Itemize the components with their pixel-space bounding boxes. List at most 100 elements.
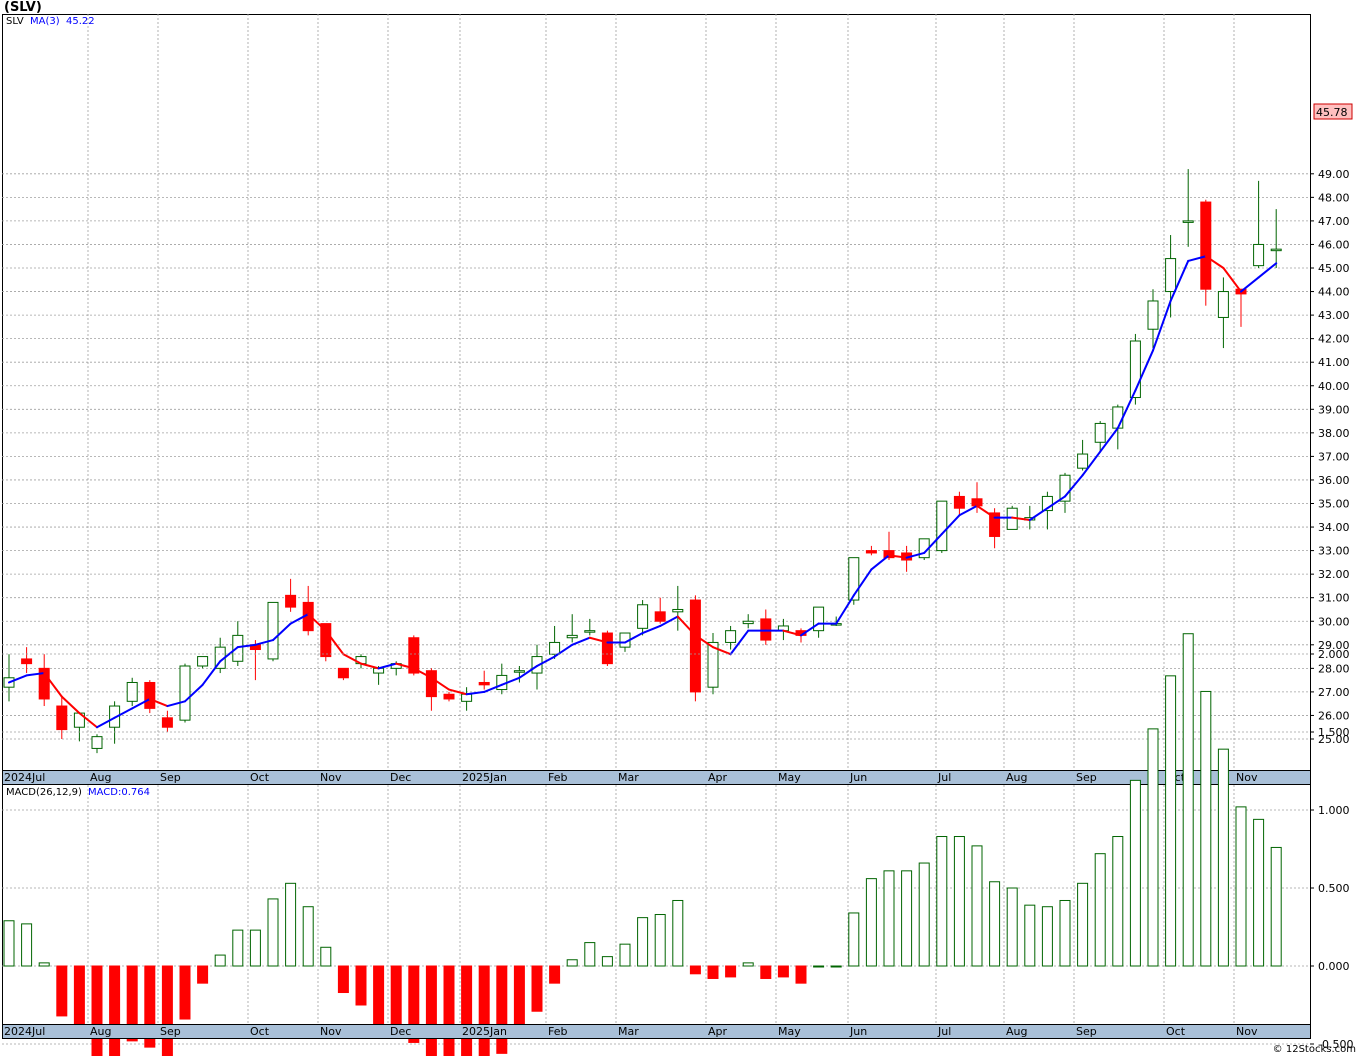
ma-segment [43,672,63,698]
macd-bar [1217,748,1229,967]
ma-segment [1064,474,1084,498]
ma-segment [395,662,415,670]
price-y-tick-label: 27.00 [1318,686,1350,699]
macd-bar [689,965,701,975]
macd-bar [1112,836,1124,967]
macd-bar [531,965,543,1012]
macd-bar [56,965,68,1017]
candle-body [953,495,965,509]
x-tick-label: Jul [937,771,951,784]
macd-bar [654,914,666,967]
x-tick-label: Aug [1006,1025,1027,1038]
ma-segment [8,674,28,684]
macd-bar [478,965,490,1056]
x-tick-label: Sep [160,1025,181,1038]
macd-bar [1165,675,1177,967]
macd-bar [337,965,349,994]
x-tick-label: Dec [390,1025,411,1038]
ma-segment [254,639,274,646]
macd-bar [953,836,965,967]
ma-segment [113,707,134,719]
macd-bar [126,965,138,1042]
macd-bar [1041,906,1053,967]
macd-bar [848,912,860,967]
candle-body [654,611,666,622]
x-tick-label: Sep [160,771,181,784]
last-price-tag-box [1313,103,1353,120]
macd-panel [2,784,1311,1025]
ma-segment [324,629,345,656]
ma-segment [1204,255,1225,269]
ma-segment [184,683,204,703]
macd-bar [443,965,455,1056]
candle-body [971,498,983,507]
macd-y-axis: -0.500 0.000 0.500 1.000 1.500 2.000 [1310,648,1353,1051]
x-tick-label: Nov [1236,1025,1258,1038]
ma-segment [905,551,926,559]
macd-bar [425,965,437,1056]
ma-segment [536,655,556,667]
candle-body [1112,406,1124,429]
credit: © 12Stocks.com [1273,1044,1356,1055]
ma-segment [1134,349,1154,392]
candle-body [1217,291,1229,318]
price-y-tick-label: 35.00 [1318,498,1350,511]
candle-body [1077,453,1089,469]
candle-body [1041,495,1053,512]
price-gridlines [2,14,1310,770]
macd-y-tick-label: 0.000 [1318,960,1350,973]
macd-bar [109,965,121,1056]
macd-bar [1270,846,1282,967]
candle-body [531,656,543,674]
price-y-tick-label: 46.00 [1318,238,1350,251]
macd-bar [1094,853,1106,967]
ma-segment [624,632,644,644]
macd-bar [584,942,596,967]
x-axis-bottom: 2024Jul Aug Sep Oct Nov Dec 2025Jan Feb Mar Apr Ma… [4,1025,1258,1038]
candle-body [1094,422,1106,443]
ma-segment [148,697,169,708]
price-y-tick-label: 43.00 [1318,309,1350,322]
candle-body [813,606,825,632]
macd-bar [971,845,983,967]
price-y-tick-label: 41.00 [1318,356,1350,369]
x-tick-label: Nov [320,771,342,784]
macd-bar [1235,806,1247,967]
macd-bar [1147,728,1159,967]
candle-body [725,630,737,643]
price-y-tick-label: 37.00 [1318,450,1350,463]
macd-bar [549,965,561,984]
ma-segment [342,653,362,665]
macd-bar [672,899,684,967]
macd-bar [408,965,420,1043]
ma-segment [835,594,855,625]
macd-legend-name: MACD(26,12,9) [6,787,82,798]
macd-bar [601,956,613,967]
price-y-tick-label: 26.00 [1318,709,1350,722]
ma-segment [1046,495,1066,510]
ma-segment [219,646,239,663]
macd-bar [144,965,156,1048]
ma-segment [78,712,98,729]
ma-segment [571,636,591,646]
x-tick-label: Aug [90,771,111,784]
macd-bar [285,882,297,967]
macd-bar [302,906,314,967]
price-y-tick-label: 36.00 [1318,474,1350,487]
x-tick-label: 2025Jan [462,771,507,784]
macd-bar [1253,818,1265,967]
macd-y-tick-label: 0.500 [1318,882,1350,895]
price-y-tick-label: 39.00 [1318,403,1350,416]
x-tick-label: Jun [849,1025,867,1038]
x-axis-top: 2024Jul Aug Sep Oct Nov Dec 2025Jan Feb Mar Apr Ma… [4,771,1258,784]
price-y-tick-label: 25.00 [1318,733,1350,746]
ma-segment [1116,389,1137,430]
x-tick-label: Jul [937,1025,951,1038]
macd-bar [1024,904,1036,967]
ma-segment [377,662,398,670]
candle-body [461,693,473,702]
price-y-tick-label: 40.00 [1318,380,1350,393]
macd-bar [725,965,737,978]
macd-bar [795,965,807,984]
last-price-tag: 45.78 [1316,106,1348,119]
